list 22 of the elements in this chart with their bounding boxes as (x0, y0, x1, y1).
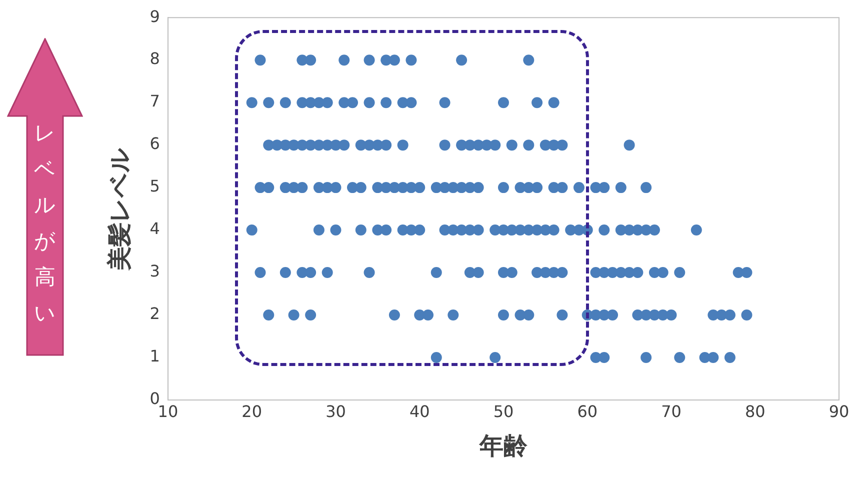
x-tick-label: 50 (493, 402, 514, 421)
y-tick-label: 0 (150, 389, 160, 408)
x-tick-label: 70 (661, 402, 682, 421)
y-tick-label: 3 (150, 262, 160, 281)
x-tick-label: 90 (828, 402, 850, 421)
y-tick-label: 5 (150, 176, 160, 196)
x-tick-label: 20 (242, 402, 262, 421)
y-tick-label: 6 (150, 134, 160, 154)
x-axis-title: 年齢 (478, 432, 528, 460)
x-tick-label: 10 (158, 402, 178, 421)
x-tick-label: 40 (409, 402, 430, 421)
y-tick-label: 9 (150, 6, 160, 26)
y-tick-label: 7 (150, 92, 160, 111)
y-tick-label: 1 (150, 346, 160, 366)
text: レベルが高い (33, 120, 57, 327)
x-tick-label: 30 (326, 402, 346, 421)
x-tick-label: 80 (744, 402, 766, 421)
y-tick-label: 4 (150, 219, 160, 238)
y-axis-title: 美髪レベル (106, 147, 134, 272)
y-tick-label: 2 (150, 304, 160, 324)
y-tick-label: 8 (150, 49, 160, 68)
x-tick-label: 60 (577, 402, 598, 421)
